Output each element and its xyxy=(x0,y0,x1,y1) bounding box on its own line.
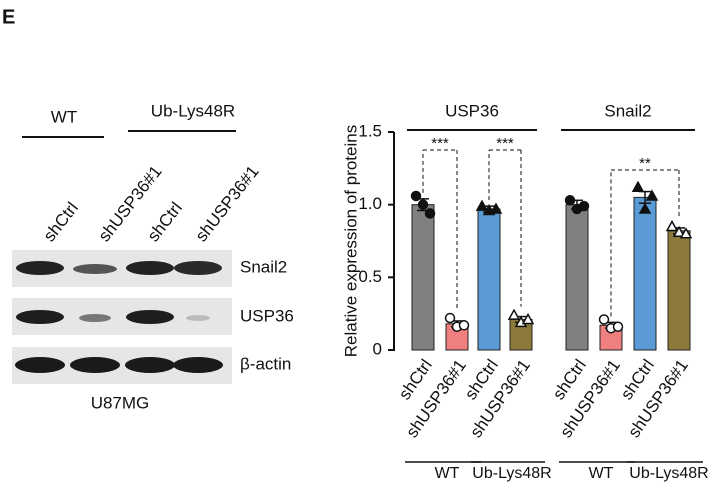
band xyxy=(16,261,64,275)
condition-label: Ub-Lys48R xyxy=(151,101,235,120)
cell-line-label: U87MG xyxy=(91,393,150,412)
band xyxy=(173,357,223,373)
band xyxy=(15,357,65,373)
band xyxy=(125,357,175,373)
data-point xyxy=(521,312,535,325)
y-tick-label: 0.5 xyxy=(358,267,382,286)
lane-label: shCtrl xyxy=(40,199,82,246)
y-tick-label: 1.5 xyxy=(358,121,382,140)
band-label: Snail2 xyxy=(240,257,287,276)
data-point xyxy=(672,225,686,238)
group-label: Snail2 xyxy=(604,101,651,120)
data-point xyxy=(578,200,590,212)
group-label: USP36 xyxy=(445,101,499,120)
condition-label: WT xyxy=(51,107,77,126)
band xyxy=(73,264,117,274)
data-point xyxy=(410,190,422,202)
data-point xyxy=(612,321,624,332)
data-point xyxy=(489,202,503,214)
panel-label: E xyxy=(2,6,15,28)
data-point xyxy=(564,195,576,206)
bar xyxy=(633,196,657,351)
data-point xyxy=(444,312,456,324)
data-point xyxy=(417,199,429,210)
band xyxy=(186,315,210,321)
sig-label: *** xyxy=(431,135,449,152)
condition-label: WT xyxy=(589,465,614,482)
data-point xyxy=(507,308,521,320)
sig-label: *** xyxy=(496,135,514,152)
lane-label: shUSP36#1 xyxy=(192,162,263,245)
data-point xyxy=(645,189,659,201)
data-point xyxy=(475,199,489,211)
data-point xyxy=(631,180,645,192)
condition-label: Ub-Lys48R xyxy=(472,465,551,482)
bar xyxy=(477,208,501,351)
band xyxy=(70,357,120,373)
data-point xyxy=(638,202,652,214)
band-label: β-actin xyxy=(240,354,291,373)
blot: WT Ub-Lys48R shCtrl shUSP36#1 shCtrl shU… xyxy=(12,101,294,412)
data-point xyxy=(458,320,470,331)
band xyxy=(174,261,222,275)
bar xyxy=(565,204,589,351)
sig-label: ** xyxy=(639,155,651,172)
y-tick-label: 0 xyxy=(373,339,382,358)
data-point xyxy=(424,208,436,219)
band xyxy=(126,310,174,324)
y-tick-label: 1.0 xyxy=(358,194,382,213)
condition-label: WT xyxy=(435,465,460,482)
data-point xyxy=(679,227,693,239)
band xyxy=(126,261,174,275)
y-axis-label: Relative expression of proteins xyxy=(341,125,360,357)
lane-label: shCtrl xyxy=(144,199,186,246)
band-label: USP36 xyxy=(240,306,294,325)
band xyxy=(79,314,111,322)
bar xyxy=(667,230,691,351)
band xyxy=(16,310,64,324)
condition-label: Ub-Lys48R xyxy=(629,465,708,482)
data-point xyxy=(598,314,610,325)
data-point xyxy=(665,219,679,232)
bar xyxy=(411,204,435,351)
